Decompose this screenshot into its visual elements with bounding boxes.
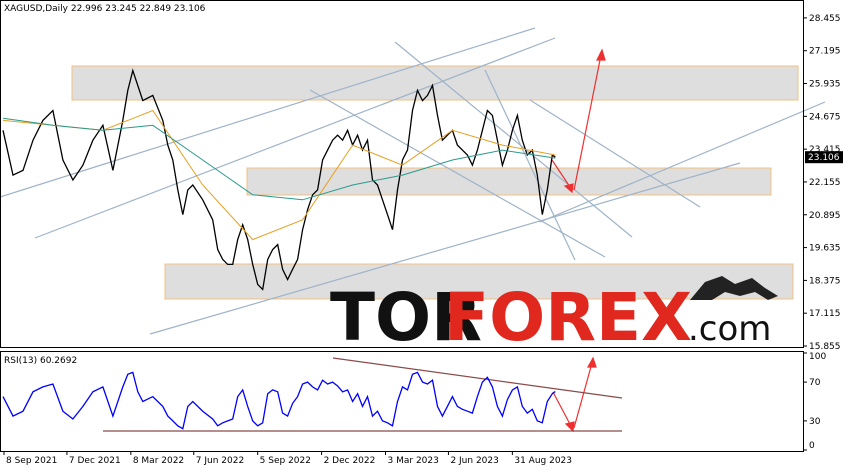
- x-tick-label: 2 Dec 2022: [324, 456, 376, 466]
- rsi-y-tick-label: 70: [809, 378, 821, 388]
- series-line: [2, 68, 556, 291]
- x-tick-label: 7 Dec 2021: [69, 456, 121, 466]
- y-tick-label: 24.675: [809, 112, 841, 122]
- x-tick-label: 7 Jun 2022: [196, 456, 244, 466]
- bull-logo: [690, 276, 778, 300]
- rsi-y-tick-label: 30: [809, 417, 821, 427]
- y-tick-label: 15.855: [809, 342, 841, 352]
- y-tick-label: 17.115: [809, 309, 841, 319]
- x-tick-label: 5 Sep 2022: [260, 456, 311, 466]
- watermark-tor: TOR: [330, 279, 482, 356]
- rsi-y-tick-label: 100: [809, 352, 826, 362]
- y-tick-label: 25.935: [809, 80, 841, 90]
- y-tick-label: 23.415: [809, 145, 841, 155]
- series-line: [2, 117, 556, 201]
- y-tick-label: 20.895: [809, 211, 841, 221]
- forecast-arrows: [551, 48, 606, 433]
- x-tick-label: 31 Aug 2023: [514, 456, 572, 466]
- y-tick-label: 27.195: [809, 47, 841, 57]
- chart-title: XAGUSD,Daily 22.996 23.245 22.849 23.106: [4, 4, 206, 14]
- watermark: TOR FOREX .com: [330, 276, 778, 356]
- x-tick-label: 8 Sep 2021: [6, 456, 57, 466]
- resistance-zone: [71, 65, 799, 101]
- last-price-box: [805, 151, 843, 164]
- x-tick-label: 2 Jun 2023: [450, 456, 498, 466]
- watermark-com: .com: [688, 309, 771, 349]
- watermark-forex: FOREX: [444, 279, 692, 356]
- support-zone: [164, 263, 794, 300]
- trend-lines: [0, 27, 826, 335]
- y-tick-label: 18.375: [809, 276, 841, 286]
- rsi-frame: [0, 351, 804, 452]
- rsi-name: RSI(13): [4, 356, 37, 366]
- main-frame: [0, 0, 804, 348]
- pivot-zone: [246, 167, 772, 196]
- y-tick-label: 22.155: [809, 178, 841, 188]
- y-tick-label: 19.635: [809, 244, 841, 254]
- series-line: [2, 371, 556, 430]
- rsi-title: RSI(13) 60.2692: [4, 356, 77, 366]
- x-tick-label: 3 Mar 2023: [388, 456, 439, 466]
- rsi-trend-lines: [103, 357, 623, 432]
- x-tick-label: 8 Mar 2022: [133, 456, 184, 466]
- rsi-y-tick-label: 0: [809, 441, 815, 451]
- rsi-value: 60.2692: [40, 356, 77, 366]
- last-price-label: 23.106: [808, 153, 840, 163]
- y-tick-label: 28.455: [809, 14, 841, 24]
